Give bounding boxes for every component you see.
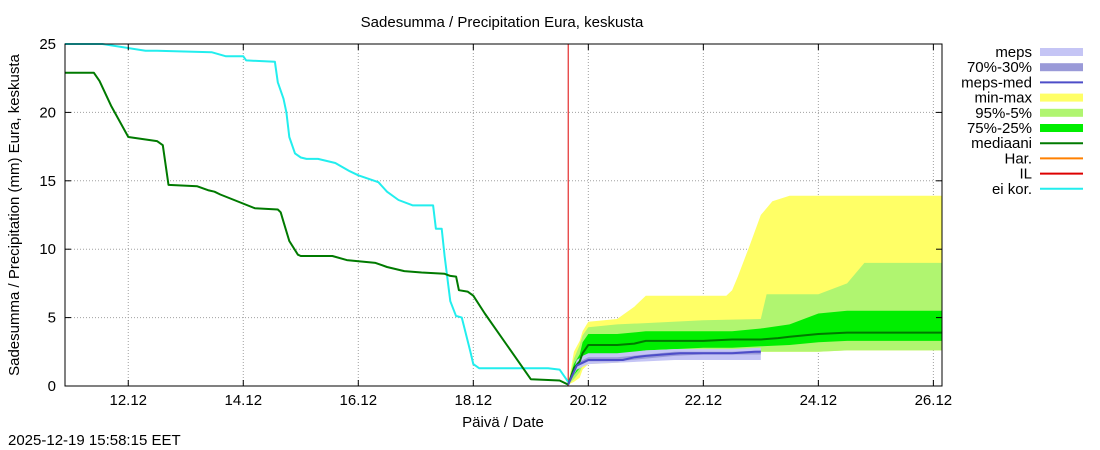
legend-swatch [1040,93,1083,102]
legend-swatch [1040,108,1083,117]
y-axis-label: Sadesumma / Precipitation (mm) Eura, kes… [6,53,23,375]
x-tick-label: 16.12 [340,392,378,409]
legend-label: 75%-25% [967,120,1032,137]
legend-label: meps-med [961,74,1032,91]
plot-border [64,43,943,387]
chart-title: Sadesumma / Precipitation Eura, keskusta [361,14,644,31]
x-tick-label: 18.12 [455,392,493,409]
y-tick-label: 25 [39,36,56,53]
band-meps [568,347,761,385]
legend: meps70%-30%meps-medmin-max95%-5%75%-25%m… [961,44,1083,198]
legend-label: 95%-5% [975,105,1032,122]
y-tick-label: 10 [39,241,56,258]
legend-label: IL [1019,166,1032,183]
plot-frame [64,43,943,387]
y-axis-ticks: 0 5 10 15 20 25 [39,36,942,395]
y-tick-label: 0 [48,378,56,395]
series-mediaani-history [65,71,569,386]
legend-label: 70%-30% [967,59,1032,76]
series-lines [65,43,942,386]
legend-swatch [1040,63,1083,72]
x-tick-label: 24.12 [800,392,838,409]
legend-label: mediaani [971,135,1032,152]
series-ei-kor--history [65,43,570,383]
y-tick-label: 15 [39,173,56,190]
legend-swatch [1040,48,1083,56]
timestamp: 2025-12-19 15:58:15 EET [8,432,181,449]
legend-label: min-max [974,90,1032,107]
legend-label: ei kor. [992,181,1032,198]
band-75-25- [568,310,942,385]
y-tick-label: 5 [48,310,56,327]
series-mediaani-forecast [567,331,942,385]
grid-lines [65,44,942,386]
forecast-bands [568,195,942,385]
x-tick-label: 20.12 [570,392,608,409]
x-tick-label: 14.12 [225,392,263,409]
x-tick-label: 26.12 [915,392,953,409]
legend-label: meps [995,44,1032,61]
x-tick-label: 12.12 [109,392,147,409]
x-axis-ticks: 12.12 14.12 16.12 18.12 20.12 22.12 24.12 26.12 [109,44,952,409]
y-tick-label: 20 [39,104,56,121]
x-tick-label: 22.12 [685,392,723,409]
legend-label: Har. [1004,150,1032,167]
series-meps-med-forecast [567,350,761,386]
x-axis-label: Päivä / Date [462,414,544,431]
band-70-30- [568,350,761,385]
legend-swatch [1040,124,1083,132]
